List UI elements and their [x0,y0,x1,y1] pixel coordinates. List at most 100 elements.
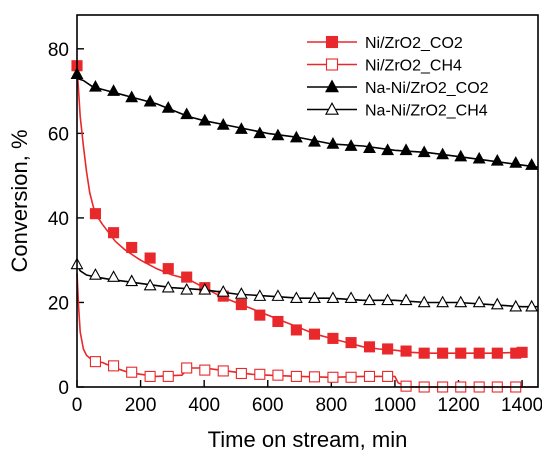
legend-swatch-marker [325,58,339,71]
data-point [472,151,486,164]
data-point [217,365,229,377]
y-axis-title: Conversion, % [7,129,32,272]
data-point [216,118,230,130]
data-point [472,295,486,308]
data-point [418,347,430,359]
data-point [327,371,339,383]
x-tick-label: 0 [72,395,83,416]
data-point [399,143,413,156]
data-point [290,324,302,336]
data-point [162,370,174,382]
data-point [382,370,394,382]
data-point [107,84,120,96]
data-point [161,101,175,113]
data-point [326,137,340,149]
legend-swatch-marker [325,35,339,49]
data-point [271,128,285,141]
data-point [144,252,156,264]
data-point [344,291,358,304]
x-tick-label: 1000 [374,395,416,416]
data-point [254,368,266,380]
x-axis-title: Time on stream, min [208,427,408,452]
data-point [126,241,138,254]
data-point [107,270,120,282]
data-point [308,371,321,383]
data-point [363,341,376,353]
data-point [181,362,193,374]
data-point [254,309,266,321]
data-point [234,287,248,299]
data-point [271,289,285,301]
data-point [417,145,431,158]
legend-item: Ni/ZrO2_CO2 [307,35,463,52]
data-point [525,158,539,170]
data-point [454,149,468,162]
data-point [381,293,395,306]
series-line [76,264,538,308]
data-point [327,332,339,344]
data-point [516,346,528,358]
data-point [126,366,138,378]
x-tick-label: 800 [315,395,347,416]
data-point [216,284,230,297]
data-point [143,278,157,291]
legend-item: Na-Ni/ZrO2_CH4 [307,102,488,120]
data-point [180,282,194,295]
data-point [490,297,504,310]
data-point [308,291,321,304]
data-point [253,289,267,301]
data-point [162,263,174,275]
series-2 [76,272,538,393]
data-point [400,380,412,392]
legend-label: Ni/ZrO2_CO2 [365,35,463,52]
x-tick-label: 600 [252,395,284,416]
data-point [290,370,302,382]
legend-swatch-marker [325,79,339,93]
legend-swatch-marker [325,102,339,115]
data-point [490,153,504,166]
series-layer [70,60,539,393]
data-point [473,347,485,359]
x-tick-label: 1200 [437,395,479,416]
x-tick-labels: 0 200 400 600 800 1000 1200 1400 [72,395,542,416]
data-point [326,291,340,304]
y-tick-label: 80 [48,40,69,61]
data-point [272,369,284,381]
data-point [400,345,412,357]
data-point [436,147,450,160]
data-point [509,299,523,312]
data-point [198,282,212,295]
data-point [161,280,175,293]
data-point [143,94,157,107]
data-point [272,315,284,328]
legend-label: Na-Ni/ZrO2_CH4 [365,103,488,120]
data-point [89,208,101,220]
data-point [509,156,523,168]
y-tick-label: 40 [48,209,69,230]
y-tick-label: 20 [48,293,69,314]
legend-label: Na-Ni/ZrO2_CO2 [365,80,489,97]
data-point [180,107,194,120]
x-tick-label: 400 [188,395,220,416]
data-point [344,139,358,151]
data-point [363,141,376,153]
data-point [235,367,247,380]
data-point [454,295,468,308]
plot-frame [76,14,539,388]
data-point [381,143,395,156]
data-point [345,371,357,383]
data-point [235,299,247,311]
data-point [437,347,449,359]
legend-item: Ni/ZrO2_CH4 [307,58,462,75]
data-point [144,370,156,382]
data-point [125,274,139,287]
data-point [289,130,303,143]
legend: Ni/ZrO2_CO2 Ni/ZrO2_CH4 Na-Ni/ZrO2_CO2 Na-N… [307,35,489,120]
legend-item: Na-Ni/ZrO2_CO2 [307,79,489,97]
data-point [525,299,539,312]
data-point [89,79,102,92]
data-point [253,126,267,139]
data-point [399,293,413,306]
data-point [89,356,101,368]
